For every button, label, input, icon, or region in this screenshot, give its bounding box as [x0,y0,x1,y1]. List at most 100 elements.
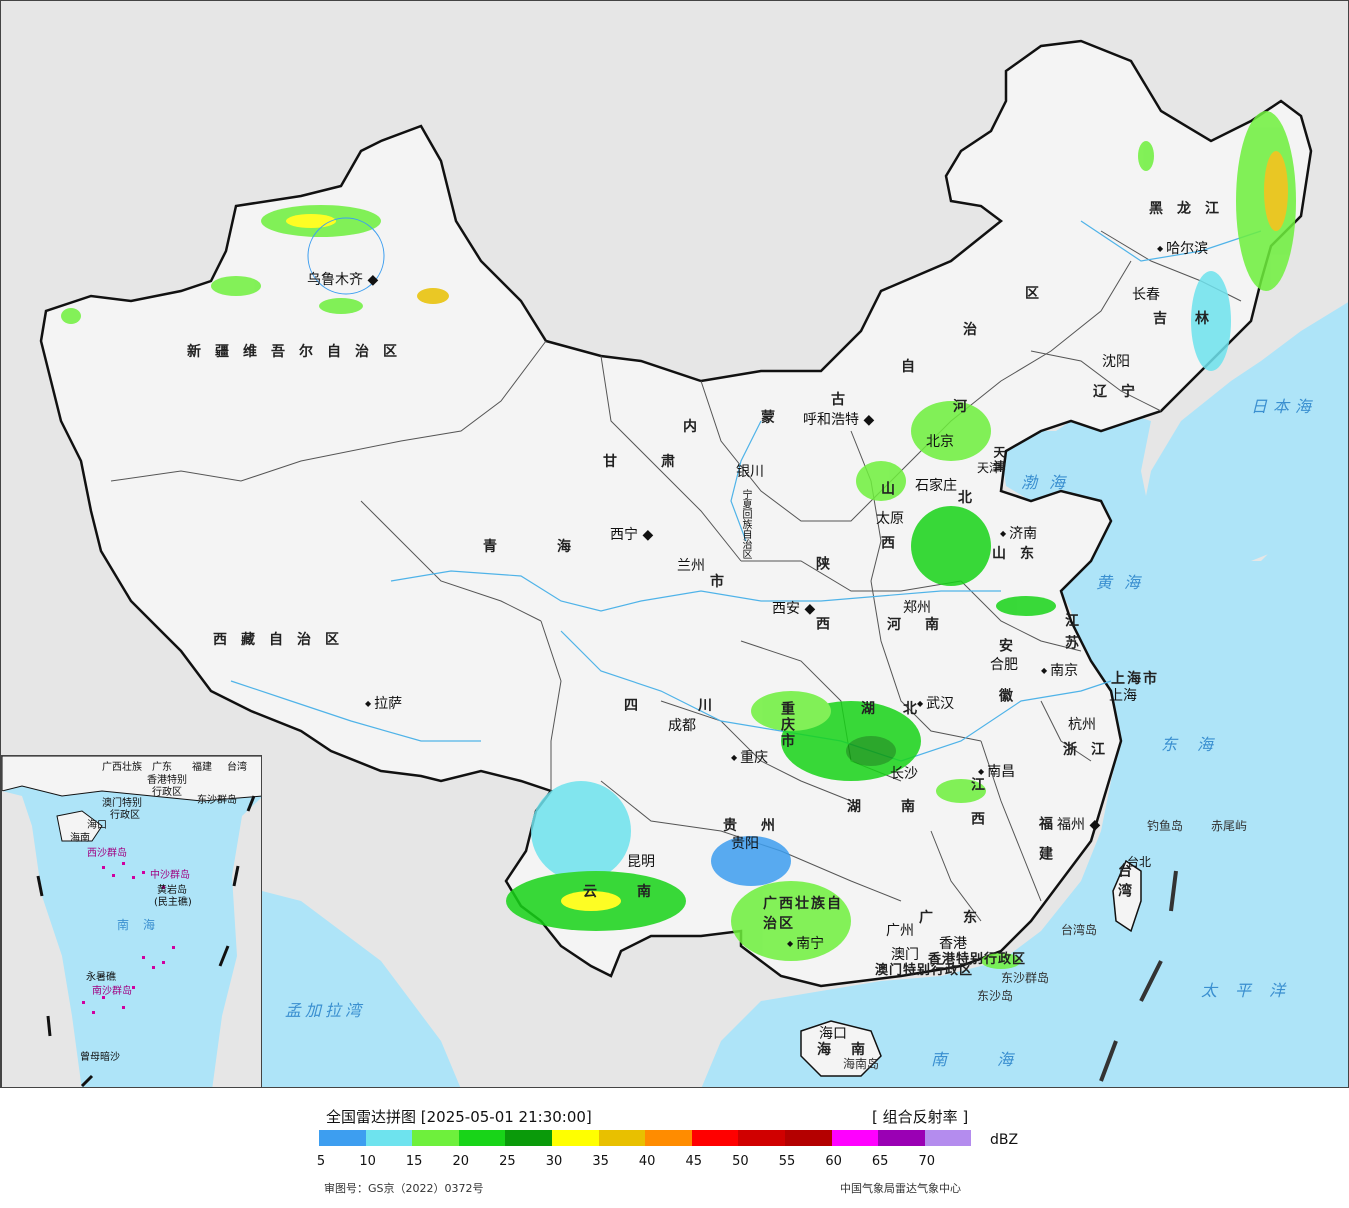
city-lasa: 拉萨 [365,693,402,713]
radar-echoes [61,111,1296,969]
city-haerbin: 哈尔滨 [1157,238,1208,258]
legend-title: 全国雷达拼图 [2025-05-01 21:30:00] [326,1108,592,1126]
region-anhui: 安徽 [997,638,1013,738]
inset-label-minzhu: (民主礁) [154,897,192,908]
scale-tick-label: 30 [545,1154,563,1169]
sea-nanhai: 南海 [931,1050,1064,1069]
city-wuhan: 武汉 [917,693,954,713]
region-neimenggu-4: 自 [901,359,929,375]
inset-label-yongshu: 永暑礁 [86,972,116,983]
scale-segment [365,1130,413,1146]
city-xianggang: 香港 [939,936,967,952]
inset-label-guangxi: 广西壮族 [102,762,142,773]
inset-label-zengmu: 曾母暗沙 [80,1052,120,1063]
region-zhejiang: 浙江 [1063,742,1119,758]
city-haikou: 海口 [819,1026,847,1042]
scale-segment [691,1130,739,1146]
scale-segment [878,1130,925,1146]
inset-label-nansha: 南沙群岛 [92,986,132,997]
city-huhehaote: 呼和浩特 ◆ [803,412,875,428]
region-shaanxi: 陕西 [814,556,830,676]
island-chiwei: 赤尾屿 [1211,819,1248,833]
region-tianjin: 天津 [992,446,1006,474]
region-shanghai: 上海市 [1111,671,1159,687]
region-neimenggu-5: 治 [963,322,991,338]
scale-segment [551,1130,599,1146]
region-liaoning: 辽宁 [1093,384,1149,400]
inset-label-xisha: 西沙群岛 [87,848,127,859]
inset-label-nanhai: 南海 [117,918,170,932]
scale-tick-label: 25 [499,1154,516,1169]
region-neimenggu-1: 内 [683,419,711,435]
approval-number: 审图号：GS京（2022）0372号 [324,1182,484,1195]
nine-dash-line [1099,870,1178,1082]
inset-label-mo-1: 澳门特别 [102,798,142,809]
region-shanxi: 山西 [879,481,895,589]
city-changsha: 长沙 [890,766,918,782]
ocean-east [1141,302,1348,571]
scale-tick-label: 55 [778,1154,796,1169]
inset-label-dongsha: 东沙群岛 [197,795,237,806]
region-hainan: 海南 [817,1042,885,1058]
inset-label-zhongsha: 中沙群岛 [150,870,190,881]
city-hefei: 合肥 [990,657,1018,673]
city-wulumuqi: 乌鲁木齐 ◆ [307,272,379,288]
city-fuzhou: 福州 ◆ [1057,817,1101,833]
hainan-island [800,1020,882,1077]
city-guangzhou: 广州 [886,923,914,939]
inset-label-taiwan: 台湾 [227,762,247,773]
inset-label-guangdong: 广东 [152,762,172,773]
sea-riben: 日本海 [1251,397,1318,416]
china-land [39,39,1313,988]
island-diaoyu: 钓鱼岛 [1147,819,1184,833]
inset-label-hk-1: 香港特别 [147,775,187,786]
scale-tick-label: 10 [359,1154,376,1169]
scale-segment [738,1130,785,1146]
scale-segment [319,1130,366,1146]
city-chengdu: 成都 [668,718,696,734]
scale-segment [598,1130,646,1146]
city-beijing: 北京 [926,434,954,450]
region-jilin: 吉林 [1153,311,1237,327]
source-credit: 中国气象局雷达气象中心 [840,1182,961,1195]
region-guangxi: 广西壮族自治区 [763,896,843,932]
region-hubei: 湖北 [861,701,945,717]
legend-unit: dBZ [990,1132,1019,1148]
city-jinan: 济南 [1000,523,1037,543]
region-jiangxi: 江西 [969,777,985,845]
city-tianjin: 天津 [977,461,1002,475]
region-neimenggu-6: 区 [1025,286,1053,302]
scale-tick-label: 20 [452,1154,470,1169]
city-guiyang: 贵阳 [731,836,759,852]
legend-product: [ 组合反射率 ] [872,1108,969,1126]
city-kunming: 昆明 [627,854,655,870]
city-shanghai: 上海 [1109,688,1137,704]
inset-label-haikou: 海口 [87,820,107,831]
city-shijiazhuang: 石家庄 [915,478,957,494]
taiwan-island [1112,859,1142,933]
city-taibei: 台北 [1127,855,1152,869]
scale-tick-label: 60 [825,1154,842,1169]
island-dongsha-group: 东沙群岛 [1001,971,1050,985]
scale-segment [831,1130,879,1146]
scale-segment [784,1130,832,1146]
region-chongqing: 重庆市 [779,701,795,749]
region-guizhou: 贵州 [723,818,799,834]
scale-tick-label: 5 [316,1154,326,1169]
color-scale-bar [319,1130,972,1146]
region-taiwan: 台湾 [1116,863,1132,903]
sea-bohai: 渤海 [1021,473,1078,492]
region-yunnan: 云南 [583,884,691,900]
sea-huanghai: 黄海 [1096,573,1153,592]
city-shenyang: 沈阳 [1102,354,1130,370]
scale-tick-label: 15 [405,1154,423,1169]
region-hebei-2: 北 [958,490,986,506]
south-china-sea-inset: 广西壮族 广东 福建 台湾 香港特别 行政区 澳门特别 行政区 东沙群岛 海口 … [1,755,262,1087]
sea-mengjiala: 孟加拉湾 [285,1001,366,1020]
scale-segment [924,1130,972,1146]
region-neimenggu-2: 蒙 [761,410,789,426]
legend-panel: 全国雷达拼图 [2025-05-01 21:30:00] [ 组合反射率 ] d… [0,1088,1349,1208]
city-nanchang: 南昌 [978,761,1015,781]
scale-segment [412,1130,459,1146]
region-neimenggu-3: 古 [831,392,859,408]
